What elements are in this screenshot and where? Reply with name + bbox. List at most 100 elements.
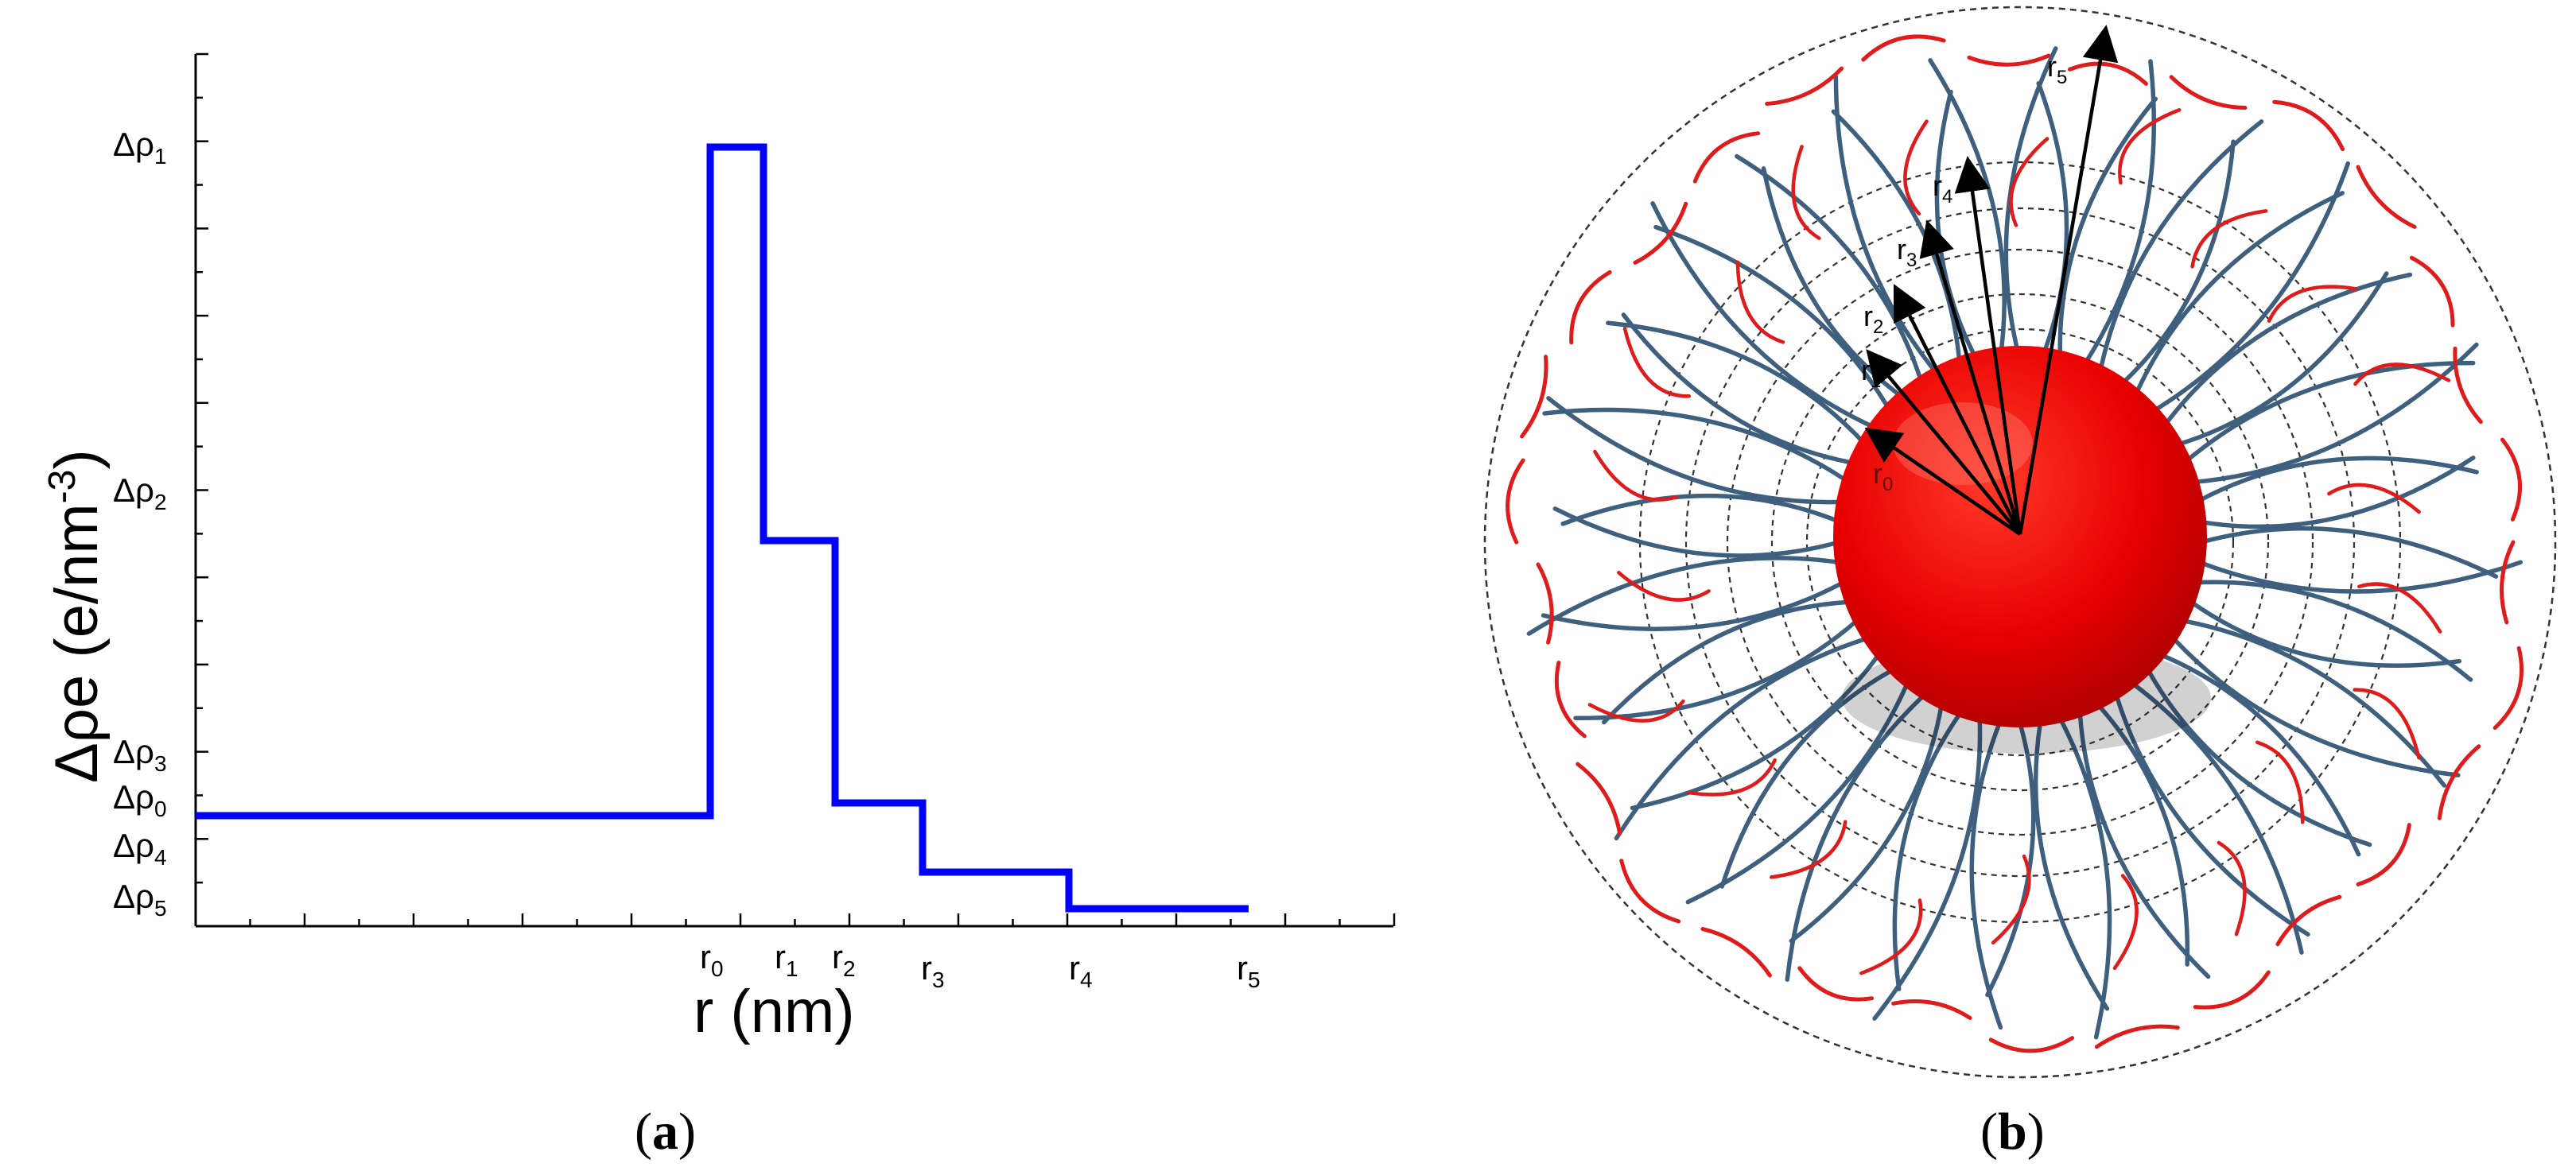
y-tick-label-rho0: Δρ0 — [113, 778, 167, 821]
corona-segment — [2500, 540, 2516, 625]
corona-segment — [2094, 1024, 2180, 1049]
corona-segment — [1692, 131, 1761, 184]
polymer-chain — [1785, 693, 1926, 982]
polymer-chain — [1761, 166, 1910, 403]
red-chain-fragment — [2327, 483, 2421, 514]
polymer-chain — [1621, 312, 1859, 466]
corona-segment — [1554, 661, 1587, 739]
corona-segment — [2492, 646, 2524, 731]
polymer-chain — [2077, 59, 2157, 374]
polymer-chain — [1650, 201, 1881, 432]
corona-chains — [1506, 34, 2524, 1053]
red-chain-fragment — [1617, 570, 1711, 602]
polymer-chain — [1614, 636, 1869, 841]
corona-segment — [2275, 894, 2342, 947]
red-chain-fragment — [2267, 285, 2358, 323]
red-chain-fragment — [1587, 699, 1685, 723]
red-chain-fragment — [2217, 840, 2247, 937]
polymer-chain — [2003, 46, 2058, 363]
axes — [194, 52, 1396, 928]
red-chain-fragment — [2255, 740, 2305, 824]
shell-circle — [1805, 328, 2235, 757]
red-chain-fragment — [2118, 108, 2182, 185]
x-tick-label-r4: r4 — [1069, 949, 1093, 992]
red-chain-fragment — [2353, 363, 2451, 386]
x-tick-label-r0: r0 — [700, 938, 724, 981]
radius-label-r2: r2 — [1863, 300, 1883, 338]
corona-segment — [1520, 355, 1548, 439]
corona-segment — [1633, 201, 1688, 265]
corona-segment — [2453, 346, 2483, 425]
polymer-chain — [2057, 96, 2158, 368]
x-tick-label-r5: r5 — [1237, 949, 1261, 992]
polymer-chain — [2194, 456, 2479, 505]
corona-segment — [1700, 927, 1772, 978]
polymer-chain — [2146, 668, 2372, 847]
x-tick-label-r1: r1 — [775, 938, 798, 981]
polymer-chain — [1735, 153, 1926, 391]
polymer-chain — [1789, 703, 1944, 944]
corona-segment — [2437, 744, 2481, 820]
red-chain-fragment — [2112, 874, 2139, 971]
polymer-chain — [2033, 719, 2110, 1011]
corona-segment — [1988, 1036, 2075, 1053]
polymer-chain — [2197, 456, 2476, 529]
polymer-chain — [2159, 272, 2413, 432]
red-chain-fragment — [2353, 688, 2421, 760]
polymer-chain — [2036, 81, 2069, 365]
x-tick-label-r2: r2 — [832, 938, 856, 981]
y-axis-title: Δρe (e/nm-3) — [41, 449, 111, 783]
polymer-chain — [2114, 693, 2310, 937]
panel-b: r0 r1 r2 r3 r4 r5 — [1483, 6, 2557, 1079]
red-chain-fragment — [2357, 582, 2442, 634]
red-chain-fragment — [1622, 327, 1691, 398]
polymer-chain — [1630, 653, 1881, 811]
polymer-chain — [2194, 580, 2473, 682]
polymer-chain — [2096, 119, 2264, 382]
red-chain-fragment — [1903, 119, 1929, 216]
corona-segment — [1797, 966, 1875, 1002]
panel-a: Δρ1 Δρ2 Δρ3 Δρ0 Δρ4 Δρ5 r0 r1 r2 r3 r4 r… — [41, 52, 1396, 1045]
corona-segment — [2169, 75, 2248, 111]
corona-segment — [2356, 165, 2417, 229]
radius-arrow — [1919, 219, 2022, 535]
x-tick-label-r3: r3 — [921, 949, 945, 992]
polymer-chain — [2171, 636, 2461, 778]
radius-arrow — [1866, 349, 2022, 536]
polymer-chain — [2057, 716, 2112, 1040]
polymer-chain — [1546, 396, 1846, 505]
corona-segment — [1861, 34, 1946, 62]
polymer-chain — [2181, 360, 2476, 466]
corona-segment — [1506, 458, 1525, 545]
polymer-chain — [1560, 493, 1843, 526]
polymer-chain — [1928, 58, 2007, 365]
corona-segment — [2356, 823, 2411, 886]
radius-label-r3: r3 — [1897, 233, 1917, 271]
polymer-chain — [2199, 525, 2499, 579]
panel-a-caption: (a) — [635, 1103, 696, 1161]
corona-segment — [1619, 859, 1681, 924]
polymer-chain — [2197, 560, 2523, 594]
polymer-chain — [1719, 668, 1894, 889]
red-chain-fragment — [2190, 209, 2268, 269]
polymer-chain — [1606, 320, 1869, 448]
x-axis-title: r (nm) — [694, 978, 855, 1045]
corona-segment — [2409, 255, 2455, 328]
x-axis-ticks — [194, 913, 1396, 926]
corona-segment — [1967, 53, 2051, 67]
shell-circle — [1684, 207, 2356, 878]
polymer-chain — [2171, 271, 2389, 448]
radius-arrow — [2018, 25, 2119, 535]
corona-segment — [2272, 99, 2345, 152]
polymer-chain — [1833, 74, 1944, 382]
corona-segment — [1576, 762, 1622, 836]
y-tick-label-rho1: Δρ1 — [113, 126, 167, 169]
polymer-chain — [2189, 599, 2462, 668]
red-chain-fragment — [1791, 145, 1821, 240]
corona-segment — [1536, 562, 1554, 645]
polymer-chain — [2114, 139, 2236, 391]
polymer-chain — [2146, 161, 2350, 417]
corona-segment — [2500, 437, 2522, 522]
corona-segment — [1569, 270, 1612, 345]
polymer-chain — [2131, 681, 2304, 955]
